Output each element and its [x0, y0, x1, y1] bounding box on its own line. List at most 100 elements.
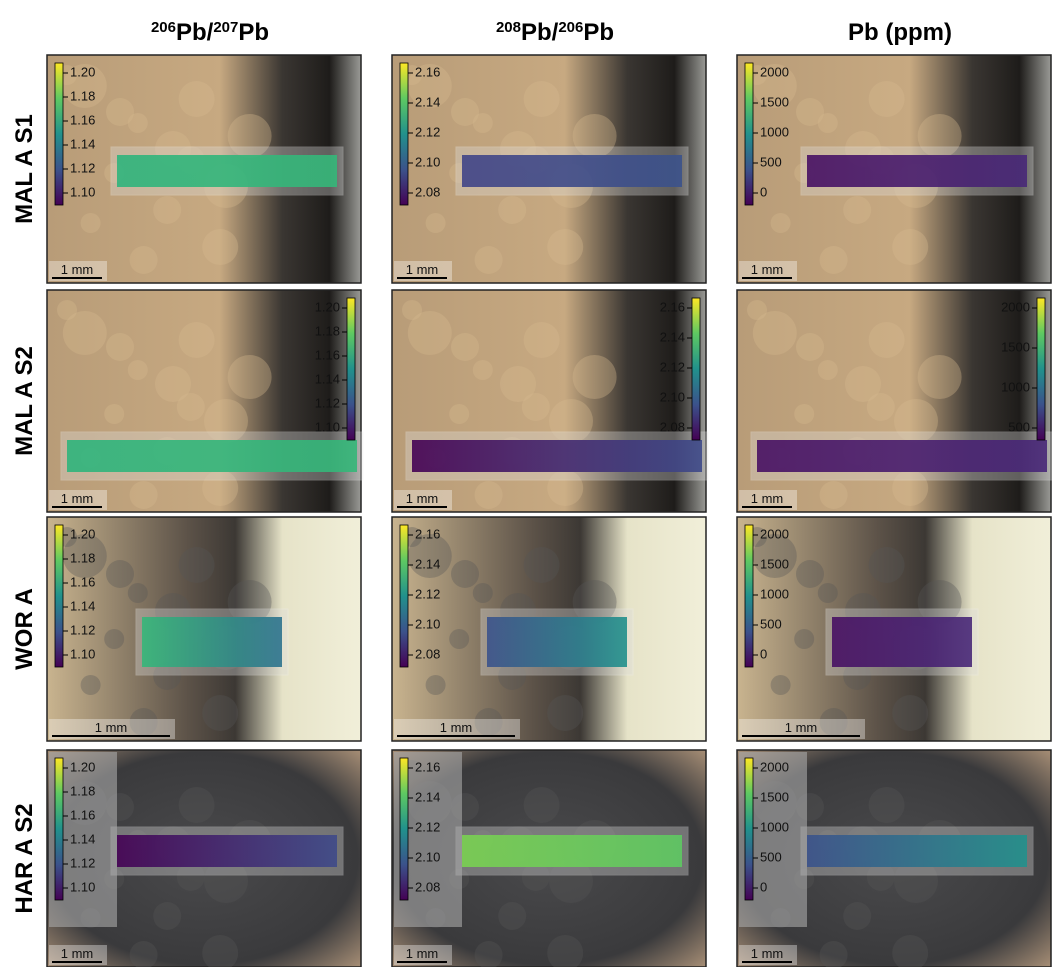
colorbar	[400, 63, 408, 205]
panel: 2.082.102.122.142.161 mm	[392, 750, 706, 967]
scale-bar-label: 1 mm	[440, 720, 473, 735]
texture	[202, 695, 238, 731]
texture	[843, 196, 871, 224]
scan-strip	[117, 835, 337, 867]
scale-bar-label: 1 mm	[751, 262, 784, 277]
texture	[892, 695, 928, 731]
panel: 2.082.102.122.142.161 mm	[392, 55, 706, 283]
header-superscript: 207	[213, 19, 238, 36]
texture	[818, 360, 838, 380]
texture	[547, 229, 583, 265]
texture	[869, 547, 905, 583]
texture	[63, 311, 107, 355]
column-header: Pb (ppm)	[848, 19, 952, 46]
texture	[524, 547, 560, 583]
colorbar-tick-label: 2.12	[660, 359, 685, 374]
scan-strip	[832, 617, 972, 667]
colorbar-tick-label: 2.16	[415, 526, 440, 541]
colorbar-tick-label: 2.10	[415, 849, 440, 864]
colorbar-tick-label: 2.14	[415, 556, 440, 571]
colorbar-tick-label: 2.10	[415, 616, 440, 631]
colorbar-tick-label: 500	[760, 616, 782, 631]
header-superscript: 206	[151, 19, 176, 36]
texture	[794, 629, 814, 649]
texture	[81, 213, 101, 233]
texture	[177, 393, 205, 421]
header-text: Pb/	[176, 19, 214, 46]
colorbar-tick-label: 1500	[760, 556, 789, 571]
colorbar-tick-label: 1.14	[70, 136, 95, 151]
texture	[522, 393, 550, 421]
colorbar	[692, 298, 700, 440]
texture	[104, 404, 124, 424]
texture	[524, 81, 560, 117]
texture	[498, 196, 526, 224]
figure: 206Pb/207Pb208Pb/206PbPb (ppm)MAL A S11.…	[0, 0, 1052, 967]
texture	[451, 560, 479, 588]
texture	[179, 547, 215, 583]
row-label: WOR A	[11, 588, 38, 670]
texture	[771, 213, 791, 233]
row-label: MAL A S2	[11, 346, 38, 456]
texture	[573, 355, 617, 399]
colorbar-tick-label: 1.14	[70, 831, 95, 846]
texture	[408, 311, 452, 355]
texture	[228, 355, 272, 399]
colorbar-tick-label: 2000	[760, 759, 789, 774]
scan-strip	[67, 440, 357, 472]
texture	[130, 481, 158, 509]
scan-strip	[462, 835, 682, 867]
column-header: 206Pb/207Pb	[151, 19, 269, 47]
colorbar-tick-label: 2000	[760, 526, 789, 541]
scale-bar-label: 1 mm	[406, 491, 439, 506]
colorbar-tick-label: 1.14	[70, 598, 95, 613]
texture	[179, 322, 215, 358]
colorbar-tick-label: 2.16	[415, 759, 440, 774]
texture	[153, 196, 181, 224]
colorbar-tick-label: 1.20	[70, 64, 95, 79]
texture	[869, 787, 905, 823]
colorbar	[347, 298, 355, 440]
scale-bar-label: 1 mm	[785, 720, 818, 735]
colorbar-tick-label: 1.16	[70, 112, 95, 127]
colorbar-tick-label: 2.12	[415, 586, 440, 601]
texture	[426, 213, 446, 233]
texture	[753, 311, 797, 355]
panel: 1.101.121.141.161.181.201 mm	[47, 290, 363, 512]
colorbar-tick-label: 2.16	[415, 64, 440, 79]
colorbar-tick-label: 1.20	[70, 526, 95, 541]
scale-bar-label: 1 mm	[61, 946, 94, 961]
header-superscript: 206	[558, 19, 583, 36]
texture	[820, 481, 848, 509]
texture	[818, 583, 838, 603]
texture	[498, 902, 526, 930]
colorbar	[745, 63, 753, 205]
texture	[104, 629, 124, 649]
texture	[796, 560, 824, 588]
texture	[128, 583, 148, 603]
colorbar-tick-label: 1.10	[70, 184, 95, 199]
scan-strip	[487, 617, 627, 667]
texture	[451, 333, 479, 361]
colorbar-tick-label: 0	[760, 646, 767, 661]
colorbar-tick-label: 1.18	[70, 550, 95, 565]
scan-strip	[807, 835, 1027, 867]
colorbar-tick-label: 2.08	[415, 879, 440, 894]
colorbar-tick-label: 2.08	[660, 419, 685, 434]
scan-strip	[807, 155, 1027, 187]
scale-bar-label: 1 mm	[751, 491, 784, 506]
header-text: Pb	[238, 19, 269, 46]
colorbar	[400, 758, 408, 900]
colorbar-tick-label: 2.12	[415, 819, 440, 834]
scale-bar-label: 1 mm	[406, 946, 439, 961]
texture	[869, 322, 905, 358]
header-text: Pb	[583, 19, 614, 46]
texture	[818, 113, 838, 133]
scale-bar-label: 1 mm	[61, 491, 94, 506]
header-text: Pb (ppm)	[848, 19, 952, 46]
colorbar-tick-label: 500	[1008, 419, 1030, 434]
texture	[475, 481, 503, 509]
